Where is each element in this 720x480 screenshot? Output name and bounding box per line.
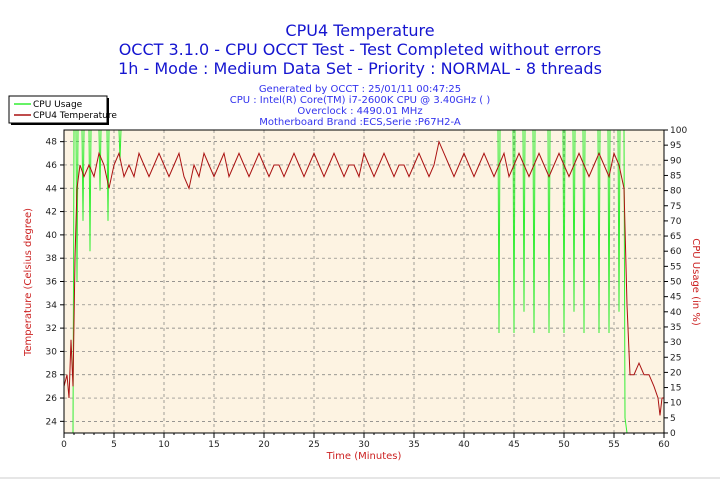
x-tick-label: 30 (358, 440, 370, 450)
legend-label-cpu4-temperature: CPU4 Temperature (33, 111, 117, 121)
x-axis-label: Time (Minutes) (326, 451, 402, 462)
chart-subtitle-1: OCCT 3.1.0 - CPU OCCT Test - Test Comple… (119, 40, 602, 59)
y-left-tick-label: 28 (46, 371, 58, 381)
y-right-tick-label: 90 (670, 156, 682, 166)
y-right-tick-label: 75 (670, 202, 681, 212)
x-tick-label: 0 (61, 440, 67, 450)
x-tick-label: 55 (608, 440, 619, 450)
info-cpu: CPU : Intel(R) Core(TM) i7-2600K CPU @ 3… (230, 95, 491, 106)
y-left-tick-label: 40 (46, 231, 58, 241)
info-overclock: Overclock : 4490.01 MHz (297, 106, 422, 117)
x-tick-label: 15 (208, 440, 219, 450)
chart-title: CPU4 Temperature (285, 21, 434, 40)
legend-box (8, 95, 108, 124)
info-generated: Generated by OCCT : 25/01/11 00:47:25 (259, 84, 461, 95)
y-right-tick-label: 95 (670, 141, 681, 151)
x-tick-label: 10 (158, 440, 170, 450)
x-tick-label: 40 (458, 440, 470, 450)
y-left-tick-label: 44 (46, 184, 58, 194)
y-right-tick-label: 25 (670, 353, 681, 363)
y-right-tick-label: 45 (670, 293, 681, 303)
legend-label-cpu-usage: CPU Usage (33, 100, 83, 110)
y-axis-right-label: CPU Usage (in %) (690, 238, 701, 326)
ticks: 0 5 10 15 20 25 30 35 40 45 50 55 602426283032343638… (46, 126, 688, 450)
y-right-tick-label: 70 (670, 217, 682, 227)
y-right-tick-label: 55 (670, 262, 681, 272)
y-left-tick-label: 48 (46, 138, 58, 148)
x-tick-label: 60 (658, 440, 670, 450)
y-left-tick-label: 42 (46, 208, 57, 218)
y-left-tick-label: 30 (46, 347, 58, 357)
info-motherboard: Motherboard Brand :ECS,Serie :P67H2-A (259, 117, 461, 128)
x-tick-label: 25 (308, 440, 319, 450)
y-right-tick-label: 20 (670, 368, 682, 378)
x-tick-label: 35 (408, 440, 419, 450)
y-left-tick-label: 24 (46, 417, 58, 427)
y-right-tick-label: 80 (670, 187, 682, 197)
legend: CPU Usage CPU4 Temperature (8, 95, 117, 125)
y-right-tick-label: 60 (670, 247, 682, 257)
y-right-tick-label: 35 (670, 323, 681, 333)
y-right-tick-label: 85 (670, 171, 681, 181)
y-left-tick-label: 36 (46, 278, 58, 288)
y-axis-left-label: Temperature (Celsius degree) (23, 208, 34, 357)
series-line-cpu4-temperature (63, 140, 664, 416)
y-right-tick-label: 5 (670, 414, 676, 424)
x-tick-label: 50 (558, 440, 570, 450)
y-right-tick-label: 30 (670, 338, 682, 348)
y-right-tick-label: 65 (670, 232, 681, 242)
y-left-tick-label: 46 (46, 161, 58, 171)
x-tick-label: 20 (258, 440, 270, 450)
y-left-tick-label: 34 (46, 301, 58, 311)
x-tick-label: 45 (508, 440, 519, 450)
chart-subtitle-2: 1h - Mode : Medium Data Set - Priority :… (118, 59, 602, 78)
y-left-tick-label: 32 (46, 324, 57, 334)
x-tick-label: 5 (111, 440, 117, 450)
y-left-tick-label: 26 (46, 394, 58, 404)
y-left-tick-label: 38 (46, 254, 58, 264)
y-right-tick-label: 40 (670, 308, 682, 318)
y-right-tick-label: 0 (670, 429, 676, 439)
y-right-tick-label: 50 (670, 278, 682, 288)
y-right-tick-label: 15 (670, 384, 681, 394)
y-right-tick-label: 100 (670, 126, 687, 136)
y-right-tick-label: 10 (670, 399, 682, 409)
